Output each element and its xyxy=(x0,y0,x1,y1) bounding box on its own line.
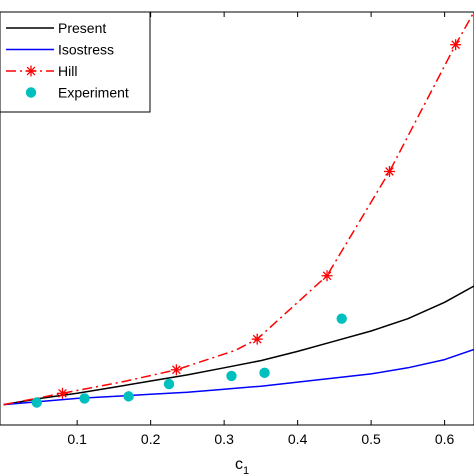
legend-label: Hill xyxy=(58,63,77,79)
legend-label: Present xyxy=(58,20,106,36)
present-line xyxy=(3,285,474,406)
hill-markers xyxy=(56,39,462,399)
legend: Present Isostress Hill Experiment xyxy=(0,11,151,113)
x-tick-label: 0.2 xyxy=(141,431,161,447)
legend-item-present: Present xyxy=(6,20,106,36)
legend-marker xyxy=(25,65,37,77)
hill-line xyxy=(3,12,474,406)
experiment-point xyxy=(259,367,270,379)
experiment-point xyxy=(336,313,347,324)
plot-area xyxy=(0,11,474,426)
x-axis-label: c1 xyxy=(235,456,249,474)
legend-item-isostress: Isostress xyxy=(6,42,114,58)
hill-marker xyxy=(251,333,263,345)
x-tick-label: 0.5 xyxy=(361,431,381,447)
legend-label: Experiment xyxy=(58,85,129,101)
experiment-point xyxy=(226,370,237,382)
legend-swatch xyxy=(25,87,37,98)
hill-marker xyxy=(383,165,395,177)
x-tick-label: 0.3 xyxy=(214,431,234,447)
legend-item-experiment: Experiment xyxy=(25,85,129,101)
experiment-point xyxy=(31,397,42,408)
plot-frame xyxy=(0,11,474,426)
hill-marker xyxy=(321,270,333,282)
x-ticks: 0.1 0.2 0.3 0.4 0.5 0.6 xyxy=(67,12,455,447)
experiment-point xyxy=(79,393,90,404)
legend-item-hill: Hill xyxy=(6,63,77,79)
x-axis-label-main: c xyxy=(235,456,243,473)
x-tick-label: 0.4 xyxy=(288,431,308,447)
experiment-point xyxy=(123,391,134,402)
x-tick-label: 0.6 xyxy=(435,431,455,447)
experiment-points xyxy=(31,313,347,408)
hill-marker xyxy=(170,364,182,376)
hill-marker xyxy=(56,387,68,399)
x-tick-label: 0.1 xyxy=(67,431,87,447)
x-axis: 0.1 0.2 0.3 0.4 0.5 0.6 c1 xyxy=(67,12,455,474)
legend-label: Isostress xyxy=(58,42,114,58)
hill-marker xyxy=(450,39,462,51)
isostress-line xyxy=(3,348,474,406)
x-axis-label-subscript: 1 xyxy=(243,465,249,474)
series-layer xyxy=(3,12,474,408)
experiment-point xyxy=(163,378,175,390)
